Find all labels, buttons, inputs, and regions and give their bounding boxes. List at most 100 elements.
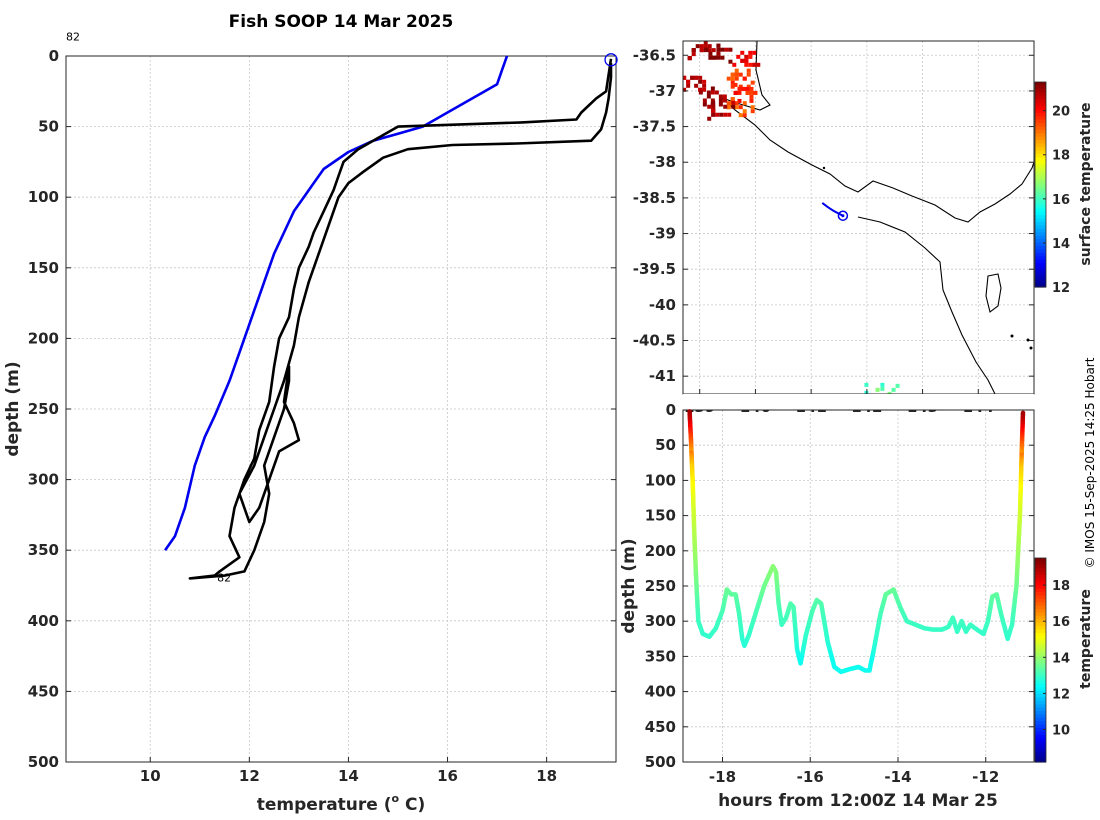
sst-pixel — [749, 90, 754, 95]
colorbar-segment — [1035, 568, 1046, 573]
x-tick-label: 16 — [437, 767, 458, 785]
profile-series — [164, 53, 618, 580]
map-plot: 139140141142143144 -36.5-37-37.5-38-38.5… — [633, 40, 1094, 416]
sst-pixel — [706, 90, 711, 95]
x-tick-label: -12 — [972, 768, 999, 786]
colorbar-segment — [1035, 123, 1046, 128]
colorbar-segment — [1035, 728, 1046, 732]
sst-pixel — [748, 50, 753, 55]
sst-pixel — [714, 90, 719, 95]
profile-y-ticks: 0 50 100 150 200 250 300 350 400 450 500 — [28, 47, 616, 771]
sst-pixel — [702, 79, 707, 84]
x-tick-label: 18 — [536, 767, 557, 785]
surface-marker — [604, 53, 618, 67]
sst-pixel — [733, 90, 738, 95]
sst-pixel — [707, 44, 712, 49]
profile-grid — [66, 55, 616, 763]
colorbar-tick-label: 16 — [1052, 615, 1070, 630]
sst-pixel — [864, 382, 869, 387]
colorbar-segment — [1035, 99, 1046, 104]
x-tick-label: 10 — [140, 767, 161, 785]
sst-pixel — [699, 44, 704, 49]
colorbar-segment — [1035, 694, 1046, 698]
colorbar-segment — [1035, 602, 1046, 607]
colorbar-segment — [1035, 731, 1046, 736]
colorbar-segment — [1035, 619, 1046, 624]
map-grid — [683, 41, 1034, 394]
y-tick-label: 350 — [28, 541, 59, 559]
y-tick-label: -38.5 — [633, 189, 676, 207]
time-depth-y-ticks: 0 50 100 150 200 250 300 350 400 450 500 — [645, 401, 1034, 771]
sst-pixel — [726, 76, 731, 81]
colorbar-segment — [1035, 707, 1046, 712]
sst-pixel — [727, 112, 732, 117]
y-tick-label: 400 — [645, 683, 676, 701]
colorbar-segment — [1035, 177, 1046, 182]
sst-pixel — [753, 90, 758, 95]
sst-pixel — [722, 94, 727, 99]
sst-pixel — [749, 86, 754, 91]
sst-pixel — [695, 44, 700, 49]
colorbar-tick-label: 12 — [1052, 687, 1070, 702]
colorbar-segment — [1035, 184, 1046, 189]
colorbar-segment — [1035, 745, 1046, 749]
colorbar-tick-label: 20 — [1052, 105, 1070, 120]
sst-pixel — [750, 105, 755, 110]
colorbar-segment — [1035, 129, 1046, 134]
coastline-tasmania — [857, 216, 996, 394]
colorbar-segment — [1035, 575, 1046, 579]
sst-pixel — [691, 52, 696, 57]
colorbar-segment — [1035, 239, 1046, 244]
colorbar-segment — [1035, 187, 1046, 192]
colorbar-segment — [1035, 609, 1046, 613]
king-island — [985, 273, 1002, 313]
colorbar-segment — [1035, 656, 1046, 661]
sst-pixel — [744, 58, 749, 63]
annotation-label: 82 — [66, 30, 80, 43]
colorbar-segment — [1035, 714, 1046, 719]
colorbar-segment — [1035, 588, 1046, 593]
y-tick-label: 500 — [28, 753, 59, 771]
sst-pixel — [712, 55, 717, 60]
sst-pixel — [683, 75, 687, 80]
y-tick-label: -37 — [649, 82, 676, 100]
colorbar-segment — [1035, 167, 1046, 172]
sst-pixel — [741, 86, 746, 91]
colorbar-segment — [1035, 738, 1046, 743]
sst-pixel — [730, 84, 735, 89]
colorbar-segment — [1035, 146, 1046, 151]
sst-pixel — [737, 86, 742, 91]
x-tick-label: -16 — [797, 768, 824, 786]
sst-pixel — [744, 62, 749, 67]
colorbar-segment — [1035, 92, 1046, 97]
colorbar-segment — [1035, 211, 1046, 216]
y-tick-label: 300 — [28, 471, 59, 489]
sst-pixel — [887, 391, 892, 394]
sst-pixel — [708, 55, 713, 60]
sst-pixel — [687, 56, 692, 61]
colorbar-segment — [1035, 235, 1046, 240]
colorbar-segment — [1035, 170, 1046, 175]
sst-pixel — [745, 86, 750, 91]
sst-pixel — [734, 76, 739, 81]
sst-pixel — [752, 62, 757, 67]
sst-pixel — [734, 68, 739, 73]
sst-pixel — [723, 112, 728, 117]
island — [1029, 346, 1033, 350]
colorbar-segment — [1035, 205, 1046, 210]
colorbar-segment — [1035, 153, 1046, 158]
colorbar-segment — [1035, 622, 1046, 627]
sst-pixel — [703, 41, 708, 45]
colorbar-segment — [1035, 116, 1046, 121]
sst-pixel — [740, 50, 745, 55]
sst-pixel — [745, 90, 750, 95]
sst-pixel — [711, 104, 716, 109]
colorbar-segment — [1035, 660, 1046, 664]
sst-pixel — [731, 104, 736, 109]
colorbar-segment — [1035, 280, 1046, 285]
y-tick-label: 450 — [645, 718, 676, 736]
series-line — [164, 55, 509, 551]
sst-pixel — [730, 97, 735, 102]
time-depth-top-mask — [683, 394, 1034, 410]
y-tick-label: 100 — [28, 188, 59, 206]
